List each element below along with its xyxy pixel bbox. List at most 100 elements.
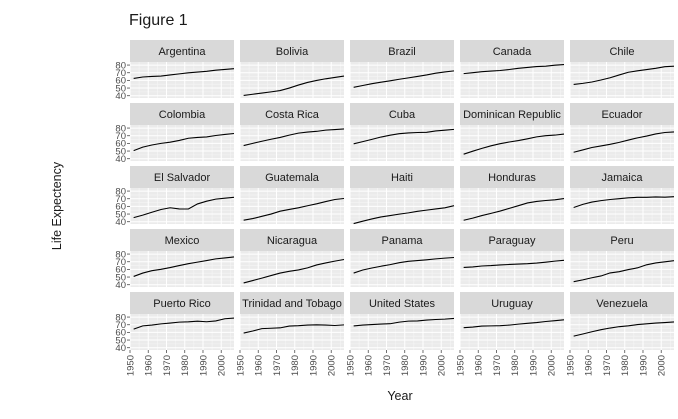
facet-strip (460, 40, 564, 62)
y-tick-label: 60 (115, 202, 126, 213)
series-line (243, 75, 345, 96)
series-line (463, 319, 565, 329)
facet-strip (460, 103, 564, 125)
x-tick-label: 1950 (566, 355, 577, 376)
y-tick-label: 60 (115, 76, 126, 87)
facet-strip-label: Paraguay (488, 235, 536, 247)
facet-strip (570, 40, 674, 62)
y-tick-label: 50 (115, 209, 126, 220)
facet-panel: Haiti (349, 166, 455, 225)
facet-panel: Paraguay (459, 229, 565, 287)
facet-strip-label: Nicaragua (267, 235, 318, 247)
series-line (573, 65, 675, 85)
facet-strip (130, 166, 234, 188)
facet-strip (570, 166, 674, 188)
series-line (243, 324, 345, 334)
series-line (463, 133, 565, 155)
series-line (353, 70, 455, 88)
x-tick-label: 2000 (217, 355, 228, 376)
facet-panel: Costa Rica (239, 103, 345, 161)
x-tick-label: 1950 (346, 355, 357, 376)
facet-strip (350, 292, 454, 314)
y-tick-label: 40 (115, 154, 126, 165)
series-line (573, 196, 675, 209)
series-line (353, 205, 455, 225)
x-tick-label: 1960 (474, 355, 485, 376)
facet-panel: Bolivia (239, 40, 345, 98)
x-tick-label: 2000 (657, 355, 668, 376)
x-tick-label: 1970 (162, 355, 173, 376)
facet-strip (570, 292, 674, 314)
facet-strip (350, 103, 454, 125)
x-tick-label: 1990 (308, 355, 319, 376)
facet-strip-label: Dominican Republic (463, 109, 561, 121)
facet-strip-label: Uruguay (491, 298, 533, 310)
facet-panel: Peru (569, 229, 675, 287)
facet-strip (240, 166, 344, 188)
x-tick-label: 1950 (126, 355, 137, 376)
y-tick-label: 50 (115, 272, 126, 283)
facet-strip-label: Haiti (391, 172, 413, 184)
facet-strip-label: El Salvador (154, 172, 211, 184)
facet-panel: United States 1950 1960 1970 1980 1990 2000 (346, 292, 455, 376)
x-tick-label: 1960 (254, 355, 265, 376)
y-tick-label: 70 (115, 194, 126, 205)
series-line (133, 68, 235, 80)
facet-strip (350, 166, 454, 188)
facet-strip-label: Bolivia (276, 46, 309, 58)
x-tick-label: 1990 (198, 355, 209, 376)
facet-panel: Brazil (349, 40, 455, 98)
y-tick-label: 50 (115, 83, 126, 94)
series-line (353, 128, 455, 145)
x-tick-label: 1960 (584, 355, 595, 376)
series-line (463, 63, 565, 75)
x-tick-label: 1980 (180, 355, 191, 376)
facet-strip (570, 103, 674, 125)
facet-panel: Ecuador (569, 103, 675, 161)
series-line (243, 128, 345, 147)
series-line (573, 131, 675, 153)
series-line (573, 260, 675, 283)
facet-strip (350, 40, 454, 62)
y-tick-label: 60 (115, 328, 126, 339)
y-tick-label: 60 (115, 139, 126, 150)
series-line (243, 258, 345, 284)
y-tick-label: 40 (115, 217, 126, 228)
x-tick-label: 2000 (327, 355, 338, 376)
x-tick-label: 1990 (528, 355, 539, 376)
facet-strip (130, 40, 234, 62)
x-tick-label: 1970 (602, 355, 613, 376)
x-tick-label: 1970 (382, 355, 393, 376)
x-tick-label: 1960 (364, 355, 375, 376)
facet-panel: Venezuela 1950 1960 1970 1980 1990 2000 (566, 292, 675, 376)
facet-panel: Canada (459, 40, 565, 98)
x-tick-label: 1980 (400, 355, 411, 376)
facet-panel: Jamaica (569, 166, 675, 224)
y-tick-label: 80 (115, 249, 126, 260)
facet-strip (130, 229, 234, 251)
facet-strip (130, 103, 234, 125)
facet-strip (240, 229, 344, 251)
series-line (353, 317, 455, 327)
series-line (133, 317, 235, 330)
series-line (353, 256, 455, 274)
y-tick-label: 70 (115, 320, 126, 331)
facet-strip-label: Brazil (388, 46, 416, 58)
x-tick-label: 1980 (510, 355, 521, 376)
facet-strip (460, 166, 564, 188)
facet-strip-label: Panama (382, 235, 424, 247)
facet-strip (570, 229, 674, 251)
facet-strip-label: Argentina (158, 46, 206, 58)
facet-panel: Panama (349, 229, 455, 287)
series-line (573, 321, 675, 337)
series-line (133, 256, 235, 277)
y-tick-label: 50 (115, 146, 126, 157)
facet-strip-label: United States (369, 298, 436, 310)
y-tick-label: 80 (115, 60, 126, 71)
facet-panel: Nicaragua (239, 229, 345, 287)
facet-strip-label: Peru (610, 235, 633, 247)
facet-strip-label: Ecuador (602, 109, 643, 121)
